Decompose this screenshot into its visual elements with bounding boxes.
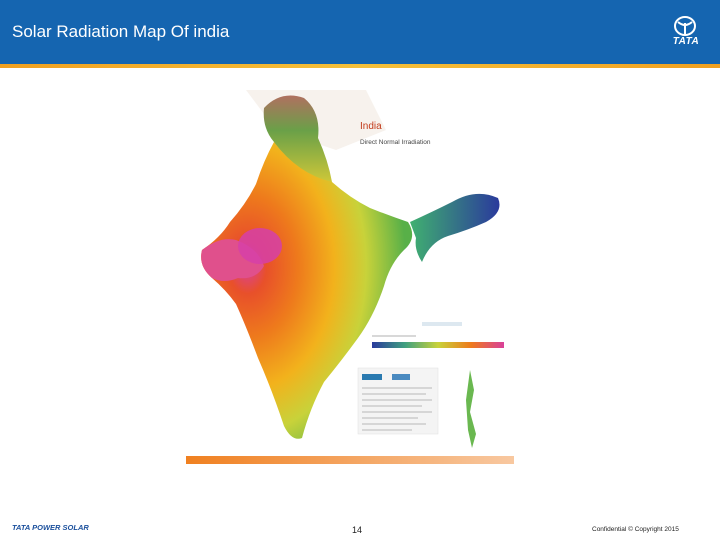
tata-logo-icon — [674, 16, 696, 36]
map-region-islands — [466, 370, 476, 448]
map-legend-bar — [372, 342, 504, 348]
map-region-north — [263, 95, 332, 184]
header-divider — [0, 64, 720, 68]
tata-logo-text: TATA — [672, 36, 700, 47]
poster-bottom-strip — [186, 456, 514, 464]
map-region-northeast — [410, 193, 500, 262]
slide-title: Solar Radiation Map Of india — [12, 22, 230, 41]
footer-brand-logo: TATA POWER SOLAR — [12, 523, 89, 532]
map-hotspot — [238, 228, 282, 264]
map-region-india — [201, 142, 413, 439]
page-number: 14 — [352, 525, 363, 535]
map-subtitle: Direct Normal Irradiation — [360, 139, 431, 146]
copyright-notice: Confidential © Copyright 2015 — [592, 526, 679, 533]
header-bar — [0, 0, 720, 64]
solar-map-poster — [186, 90, 514, 464]
map-title: India — [360, 121, 382, 132]
